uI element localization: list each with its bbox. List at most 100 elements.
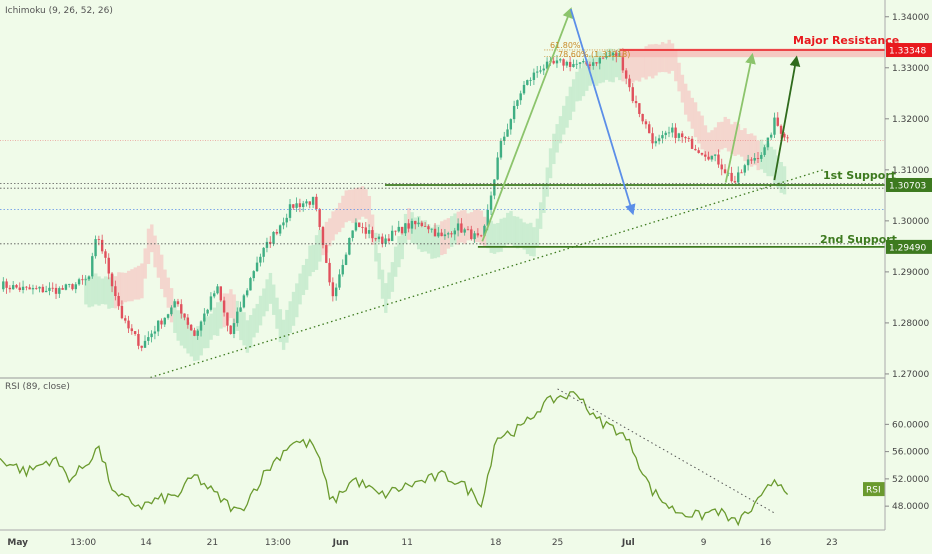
candle-body <box>117 296 120 306</box>
price-tick-label: 1.32000 <box>892 115 929 125</box>
candle-body <box>499 140 503 158</box>
candle-body <box>707 156 710 160</box>
candle-body <box>127 320 130 329</box>
candle-body <box>31 288 35 290</box>
ichimoku-cloud-slice <box>591 55 596 84</box>
candle-body <box>328 262 331 283</box>
ichimoku-cloud-slice <box>314 235 319 270</box>
candle-body <box>582 61 585 63</box>
candle-body <box>94 239 97 257</box>
ichimoku-cloud-slice <box>575 71 579 102</box>
ichimoku-cloud-slice <box>153 235 157 268</box>
candle-body <box>414 220 417 225</box>
candle-body <box>209 296 213 310</box>
candle-body <box>44 290 48 293</box>
ichimoku-cloud-slice <box>281 319 286 350</box>
candle-body <box>2 281 5 290</box>
candle-body <box>308 201 311 205</box>
candle-body <box>407 223 410 229</box>
ichimoku-cloud-slice <box>173 300 177 333</box>
price-tick-label: 1.34000 <box>892 13 929 23</box>
candle-body <box>176 301 180 305</box>
ichimoku-cloud-slice <box>202 317 207 349</box>
ichimoku-cloud-slice <box>176 310 180 341</box>
candle-body <box>74 284 77 290</box>
ichimoku-cloud-slice <box>97 276 101 306</box>
ichimoku-cloud-slice <box>740 130 744 157</box>
candle-body <box>440 232 443 237</box>
candle-body <box>568 61 572 67</box>
ichimoku-cloud-slice <box>351 189 355 224</box>
candle-body <box>87 276 91 280</box>
candle-body <box>506 129 509 137</box>
candle-body <box>460 223 463 233</box>
candle-body <box>512 105 516 120</box>
ichimoku-cloud-slice <box>618 48 622 81</box>
candle-body <box>671 127 674 133</box>
candle-body <box>628 78 631 88</box>
ichimoku-cloud-slice <box>183 317 187 349</box>
candle-body <box>641 113 644 122</box>
candle-body <box>552 60 555 64</box>
time-tick-label: 9 <box>701 538 707 548</box>
ichimoku-cloud-slice <box>565 96 569 128</box>
resistance-zone <box>619 48 885 58</box>
candle-body <box>694 148 697 151</box>
candle-body <box>776 117 779 126</box>
candle-body <box>720 164 723 170</box>
candle-body <box>374 238 377 240</box>
ichimoku-cloud-slice <box>657 44 662 73</box>
candle-body <box>358 222 361 228</box>
ichimoku-cloud-slice <box>179 312 184 346</box>
ichimoku-cloud-slice <box>473 209 477 243</box>
candle-body <box>740 172 743 174</box>
price-tick-label: 1.28000 <box>892 319 929 329</box>
candle-body <box>503 136 506 141</box>
candle-body <box>526 80 529 85</box>
candle-body <box>341 264 344 275</box>
ichimoku-cloud-slice <box>548 148 553 179</box>
time-tick-label: 11 <box>401 538 412 548</box>
candle-body <box>110 273 114 287</box>
ichimoku-cloud-slice <box>776 155 780 188</box>
candle-body <box>654 141 658 144</box>
candle-body <box>605 56 608 58</box>
candle-body <box>48 287 51 291</box>
candle-body <box>394 230 397 232</box>
ichimoku-cloud-slice <box>585 58 589 91</box>
candle-body <box>150 333 153 338</box>
ichimoku-cloud-slice <box>318 229 322 262</box>
candle-body <box>120 305 124 319</box>
rsi-tick-label: 48.0000 <box>892 502 929 512</box>
ichimoku-cloud-slice <box>535 218 540 247</box>
candle-body <box>381 236 384 244</box>
ichimoku-cloud-slice <box>159 254 164 290</box>
candle-body <box>423 225 427 227</box>
candle-body <box>687 138 690 139</box>
time-tick-label: 13:00 <box>70 538 96 548</box>
ichimoku-cloud-slice <box>298 273 302 305</box>
candle-body <box>456 223 460 231</box>
ichimoku-cloud-slice <box>683 83 688 115</box>
candle-body <box>634 101 638 104</box>
candle-body <box>222 300 226 313</box>
rsi-tag-text: RSI <box>866 486 881 496</box>
ichimoku-cloud-slice <box>644 46 648 80</box>
ichimoku-cloud-slice <box>555 124 559 153</box>
fib-786-label: 78.60% (1.33218) <box>558 50 630 59</box>
candle-body <box>717 154 720 165</box>
candle-body <box>723 169 727 173</box>
candle-body <box>753 157 756 161</box>
candle-body <box>226 312 229 326</box>
ichimoku-cloud-slice <box>199 324 203 356</box>
candle-body <box>295 203 298 208</box>
ichimoku-cloud-slice <box>248 315 253 348</box>
ichimoku-cloud-slice <box>186 322 190 354</box>
candle-body <box>311 196 315 205</box>
ichimoku-label[interactable]: Ichimoku (9, 26, 52, 26) <box>5 6 113 16</box>
candle-body <box>331 282 335 297</box>
ichimoku-cloud-slice <box>647 44 652 77</box>
ichimoku-cloud-slice <box>743 128 747 162</box>
rsi-label[interactable]: RSI (89, close) <box>5 382 70 392</box>
